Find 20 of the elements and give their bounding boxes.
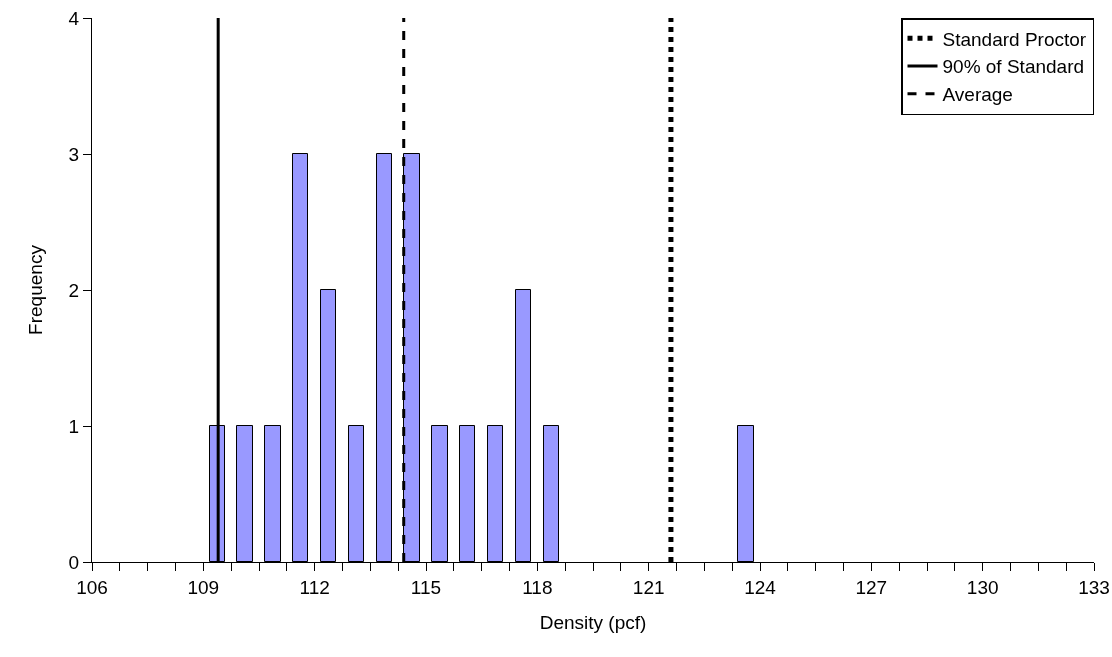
x-tick-label: 121 [632, 576, 665, 598]
y-tick-label: 4 [68, 7, 80, 29]
x-axis-title: Density (pcf) [539, 611, 647, 633]
x-tick-label: 109 [187, 576, 220, 598]
x-tick-label: 112 [299, 576, 330, 598]
x-tick-label: 118 [522, 576, 553, 598]
y-axis-title: Frequency [25, 244, 47, 335]
y-tick-label: 3 [68, 143, 80, 165]
y-tick-label: 0 [68, 551, 80, 573]
x-tick-label: 106 [76, 576, 108, 598]
x-tick-label: 127 [855, 576, 888, 598]
legend-label: Average [942, 84, 1013, 106]
x-tick-label: 124 [744, 576, 777, 598]
x-tick-label: 130 [966, 576, 999, 598]
x-tick-label: 133 [1078, 576, 1110, 598]
x-tick-label: 115 [410, 576, 442, 598]
legend-label: 90% of Standard [942, 56, 1085, 78]
y-tick-label: 2 [68, 279, 80, 301]
legend-label: Standard Proctor [942, 28, 1087, 50]
y-tick-label: 1 [68, 415, 80, 437]
